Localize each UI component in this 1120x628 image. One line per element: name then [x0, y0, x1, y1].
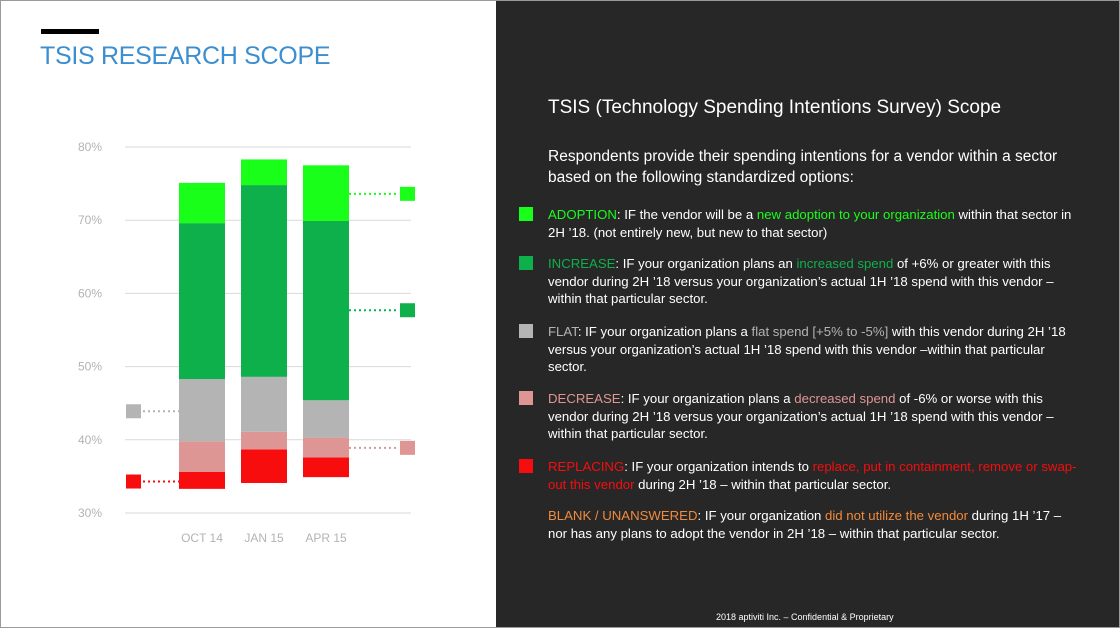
- blank-definition-p1: : IF your organization: [697, 508, 826, 523]
- adoption-definition-p1: : IF the vendor will be a: [616, 207, 757, 222]
- adoption-legend-swatch: [519, 207, 533, 221]
- adoption-definition-p2: within that sector in 2H ’18. (not entir…: [548, 207, 1072, 240]
- replacing-definition: REPLACING: IF your organization intends …: [548, 458, 1078, 493]
- adoption-definition: ADOPTION: IF the vendor will be a new ad…: [548, 206, 1078, 241]
- decrease-definition-p1: : IF your organization plans a: [620, 391, 795, 406]
- y-tick-label: 60%: [78, 286, 102, 300]
- replacing-bar-segment: [303, 457, 349, 478]
- decrease-bar-segment: [179, 441, 225, 473]
- y-tick-label: 80%: [78, 140, 102, 154]
- x-tick-label: OCT 14: [181, 531, 223, 545]
- flat-bar-segment: [241, 376, 287, 432]
- flat-level-marker: [126, 404, 141, 419]
- decrease-legend-swatch: [519, 391, 533, 405]
- stacked-bar-chart: 30% 40% 50% 60% 70% 80% OCT 14 JAN 15 APR 15: [78, 140, 415, 545]
- blank-definition: BLANK / UNANSWERED: IF your organization…: [548, 507, 1078, 542]
- increase-bar-segment: [241, 185, 287, 377]
- increase-definition-hl: increased spend: [796, 256, 894, 271]
- increase-legend-swatch: [519, 256, 533, 270]
- decrease-bar-segment: [241, 431, 287, 450]
- flat-definition: FLAT: IF your organization plans a flat …: [548, 323, 1078, 376]
- increase-definition-p1: : IF your organization plans an: [615, 256, 797, 271]
- replacing-definition-p2: during 2H ’18 – within that particular s…: [634, 476, 892, 492]
- decrease-definition-p2: of -6% or worse with this vendor during …: [548, 391, 1054, 441]
- replacing-level-marker: [126, 474, 141, 489]
- decrease-definition-hl: decreased spend: [794, 391, 896, 406]
- y-tick-label: 70%: [78, 213, 102, 227]
- y-tick-label: 30%: [78, 506, 102, 520]
- increase-definition-p2: of +6% or greater with this vendor durin…: [548, 256, 1054, 306]
- replacing-bar-segment: [241, 449, 287, 483]
- slide-title: TSIS RESEARCH SCOPE: [40, 42, 331, 70]
- blank-definition-label: BLANK / UNANSWERED: [548, 508, 698, 523]
- replacing-definition-hl: replace, put in containment, remove or s…: [548, 459, 1077, 492]
- blank-definition-hl: did not utilize the vendor: [825, 508, 969, 523]
- increase-definition-label: INCREASE: [548, 256, 616, 271]
- adoption-bar-segment: [303, 165, 349, 221]
- flat-bar-segment: [303, 400, 349, 438]
- decrease-definition-label: DECREASE: [548, 391, 621, 406]
- flat-legend-swatch: [519, 324, 533, 338]
- y-tick-label: 50%: [78, 360, 102, 374]
- replacing-legend-swatch: [519, 459, 533, 473]
- flat-bar-segment: [179, 379, 225, 442]
- adoption-bar-segment: [179, 182, 225, 224]
- blank-definition-p2: during 1H ’17 – nor has any plans to ado…: [548, 508, 1062, 541]
- adoption-level-marker: [400, 186, 415, 201]
- adoption-bar-segment: [241, 159, 287, 186]
- increase-bar-segment: [179, 223, 225, 380]
- x-tick-label: JAN 15: [244, 531, 284, 545]
- increase-level-marker: [400, 303, 415, 318]
- adoption-definition-label: ADOPTION: [548, 207, 617, 222]
- title-accent-bar: [41, 29, 99, 34]
- decrease-level-marker: [400, 440, 415, 455]
- right-panel: TSIS (Technology Spending Intentions Sur…: [496, 1, 1119, 627]
- increase-definition: INCREASE: IF your organization plans an …: [548, 255, 1078, 308]
- y-tick-label: 40%: [78, 433, 102, 447]
- scope-title: TSIS (Technology Spending Intentions Sur…: [548, 97, 1002, 118]
- left-panel: TSIS RESEARCH SCOPE 30% 40% 50% 60% 70% 80% OC…: [1, 1, 496, 627]
- replacing-bar-segment: [179, 472, 225, 489]
- adoption-definition-hl: new adoption to your organization: [756, 207, 955, 222]
- decrease-definition: DECREASE: IF your organization plans a d…: [548, 390, 1078, 443]
- footer-text: 2018 aptiviti Inc. – Confidential & Prop…: [716, 612, 894, 622]
- decrease-bar-segment: [303, 437, 349, 458]
- flat-definition-hl: flat spend [+5% to -5%]: [751, 324, 889, 339]
- replacing-definition-label: REPLACING: [548, 459, 625, 474]
- flat-definition-p1: : IF your organization plans a: [577, 324, 752, 339]
- scope-intro: Respondents provide their spending inten…: [548, 148, 1058, 186]
- replacing-definition-p1: : IF your organization intends to: [624, 459, 813, 474]
- increase-bar-segment: [303, 220, 349, 401]
- x-tick-label: APR 15: [305, 531, 347, 545]
- flat-definition-label: FLAT: [548, 324, 578, 339]
- flat-definition-p2: with this vendor during 2H ’18 versus yo…: [548, 324, 1066, 374]
